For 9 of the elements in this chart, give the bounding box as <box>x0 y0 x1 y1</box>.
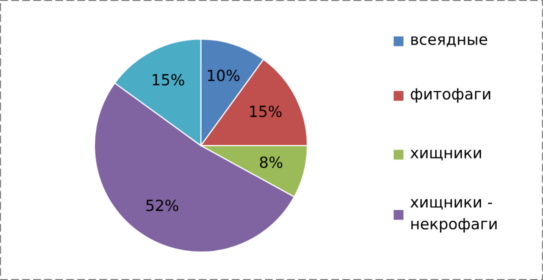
legend-label: всеядные <box>411 36 488 47</box>
data-label: 10% <box>208 70 240 82</box>
data-label: 15% <box>250 106 282 118</box>
legend-label: хищники <box>410 150 482 160</box>
data-label: 52% <box>146 200 178 212</box>
legend-label: фитофаги <box>410 88 490 103</box>
data-label: 15% <box>152 74 184 86</box>
data-label: 8% <box>260 156 282 168</box>
legend-label: хищники - некрофаги <box>410 199 497 232</box>
